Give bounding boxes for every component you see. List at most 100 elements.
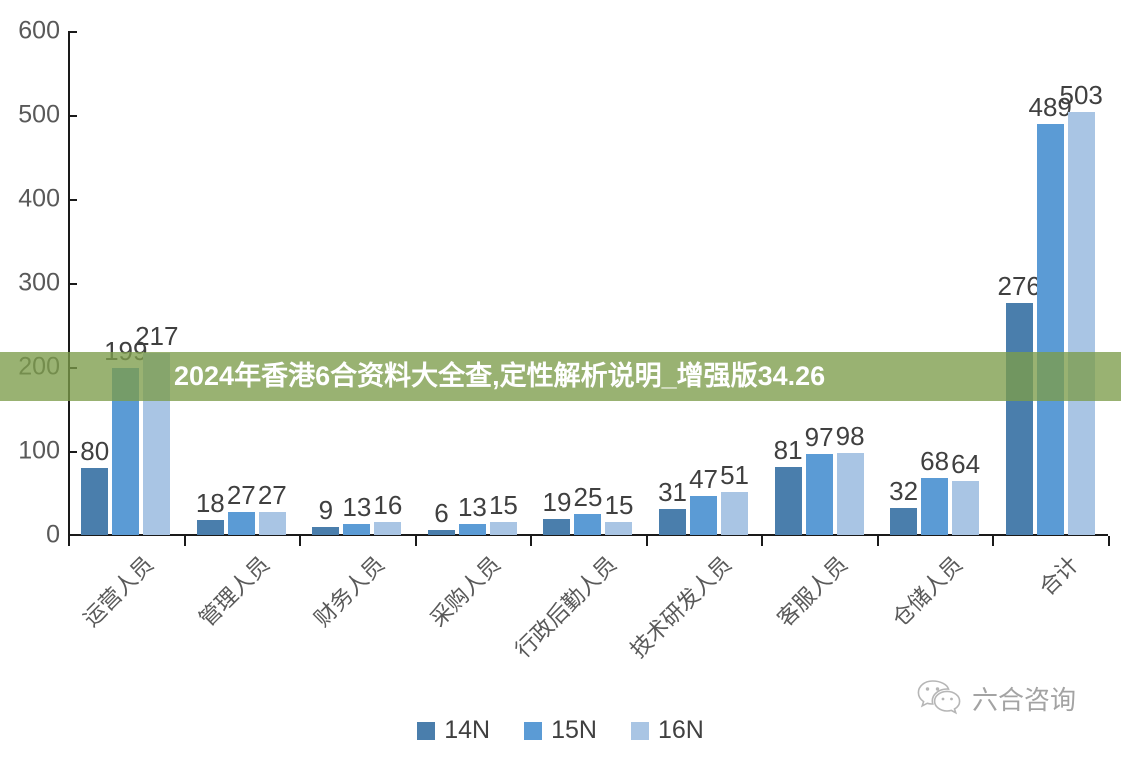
bar-value-label: 31 [658, 476, 687, 507]
y-tick-label-400: 400 [18, 184, 60, 213]
bar-16n-仓储人员: 64 [951, 31, 981, 535]
bar-group: 31 47 51 [646, 31, 762, 535]
bar-16n-客服人员: 98 [835, 31, 865, 535]
bar-16n-合计: 503 [1060, 31, 1103, 535]
y-tick-300 [68, 283, 77, 285]
bar-rect [227, 512, 255, 535]
x-tick [299, 536, 302, 546]
bar-14n-技术研发人员: 31 [658, 31, 687, 535]
bar-value-label: 97 [804, 421, 834, 452]
bar-16n-行政后勤人员: 15 [605, 31, 633, 535]
bar-15n-仓储人员: 68 [920, 31, 949, 535]
bar-rect [921, 477, 949, 535]
bar-14n-行政后勤人员: 19 [542, 31, 572, 535]
y-tick-label-300: 300 [18, 268, 60, 297]
x-tick [68, 536, 70, 546]
legend-label: 16N [657, 716, 704, 744]
bar-14n-采购人员: 6 [427, 31, 455, 535]
bar-rect [659, 508, 687, 535]
bar-rect [690, 495, 718, 535]
y-tick-400 [68, 199, 77, 201]
bar-value-label: 18 [195, 487, 225, 518]
bar-group: 6 13 15 [415, 31, 531, 535]
y-tick-label-0: 0 [46, 520, 60, 549]
chart-legend: 14N 15N 16N [0, 718, 1121, 743]
bar-14n-合计: 276 [998, 31, 1041, 535]
legend-item-15n[interactable]: 15N [524, 718, 597, 743]
bar-14n-运营人员: 80 [80, 31, 110, 535]
bar-value-label: 217 [135, 320, 179, 351]
bar-value-label: 51 [720, 460, 749, 491]
y-axis-line [68, 31, 70, 536]
bar-15n-财务人员: 13 [342, 31, 371, 535]
bar-value-label: 276 [997, 271, 1041, 302]
bar-value-label: 81 [773, 434, 803, 465]
bar-rect [890, 508, 918, 535]
bar-rect [543, 519, 571, 535]
legend-label: 14N [444, 716, 491, 744]
bar-value-label: 503 [1059, 80, 1103, 111]
x-tick [414, 536, 417, 546]
bar-rect [312, 527, 340, 535]
x-tick [1108, 536, 1110, 546]
bar-group: 80 199 217 [68, 31, 184, 535]
bar-15n-运营人员: 199 [104, 31, 147, 535]
y-tick-label-600: 600 [18, 16, 60, 45]
bar-rect [952, 481, 980, 535]
bar-16n-管理人员: 27 [258, 31, 287, 535]
bar-value-label: 6 [434, 497, 449, 528]
bar-rect [258, 512, 286, 535]
x-tick [645, 536, 648, 546]
bar-16n-财务人员: 16 [373, 31, 402, 535]
watermark: 六合咨询 [916, 678, 1076, 721]
bar-value-label: 489 [1028, 92, 1072, 123]
bar-15n-客服人员: 97 [804, 31, 834, 535]
bar-value-label: 19 [542, 487, 572, 518]
bar-14n-仓储人员: 32 [889, 31, 918, 535]
bar-15n-技术研发人员: 47 [689, 31, 718, 535]
bar-group: 276 489 503 [992, 31, 1108, 535]
bar-14n-财务人员: 9 [312, 31, 340, 535]
legend-swatch-icon [630, 721, 649, 740]
bar-15n-管理人员: 27 [226, 31, 256, 535]
watermark-text: 六合咨询 [972, 684, 1077, 715]
bar-15n-合计: 489 [1029, 31, 1072, 535]
bar-rect [805, 453, 833, 535]
bar-14n-管理人员: 18 [195, 31, 225, 535]
bar-group: 18 27 27 [184, 31, 300, 535]
bar-value-label: 98 [835, 420, 865, 451]
bar-rect [374, 521, 402, 535]
bar-rect [343, 524, 371, 535]
bar-group: 9 13 16 [299, 31, 415, 535]
bar-value-label: 80 [80, 435, 110, 466]
legend-item-16n[interactable]: 16N [630, 716, 704, 744]
bar-rect [427, 529, 455, 535]
bar-group: 19 25 15 [530, 31, 646, 535]
x-tick [992, 536, 995, 546]
bar-value-label: 27 [226, 480, 256, 511]
bar-16n-技术研发人员: 51 [720, 31, 749, 535]
y-tick-600 [68, 31, 77, 33]
bar-value-label: 9 [318, 495, 334, 526]
bar-group: 32 68 64 [877, 31, 993, 535]
bar-value-label: 64 [951, 449, 981, 480]
bar-rect [574, 514, 602, 535]
bar-value-label: 25 [573, 482, 603, 512]
bar-rect [196, 519, 224, 535]
legend-item-14n[interactable]: 14N [417, 718, 490, 743]
bar-rect [458, 524, 486, 535]
legend-label: 15N [551, 716, 597, 744]
bar-group: 81 97 98 [761, 31, 877, 535]
promo-banner: 2024年香港6合资料大全查,定性解析说明_增强版34.26 [0, 352, 1121, 401]
bar-16n-运营人员: 217 [135, 31, 178, 535]
bar-rect [605, 522, 633, 535]
wechat-icon [916, 678, 962, 721]
legend-swatch-icon [417, 721, 436, 740]
bar-rect [836, 452, 864, 535]
bar-rect [489, 522, 517, 535]
bar-value-label: 47 [689, 463, 718, 494]
x-tick [183, 536, 186, 546]
bar-rect [81, 467, 109, 535]
bar-rect [774, 466, 802, 535]
